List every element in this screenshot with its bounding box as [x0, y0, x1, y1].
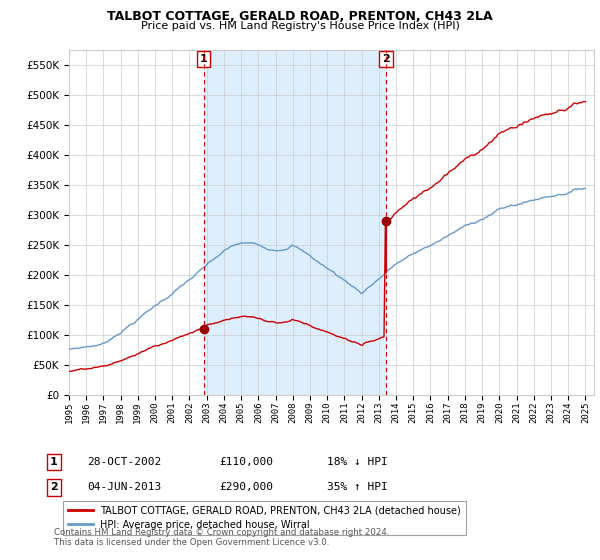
- Text: 18% ↓ HPI: 18% ↓ HPI: [327, 457, 388, 467]
- Text: 04-JUN-2013: 04-JUN-2013: [87, 482, 161, 492]
- Text: Price paid vs. HM Land Registry's House Price Index (HPI): Price paid vs. HM Land Registry's House …: [140, 21, 460, 31]
- Text: 1: 1: [50, 457, 58, 467]
- Text: £110,000: £110,000: [219, 457, 273, 467]
- Text: 35% ↑ HPI: 35% ↑ HPI: [327, 482, 388, 492]
- Text: TALBOT COTTAGE, GERALD ROAD, PRENTON, CH43 2LA: TALBOT COTTAGE, GERALD ROAD, PRENTON, CH…: [107, 10, 493, 23]
- Text: 28-OCT-2002: 28-OCT-2002: [87, 457, 161, 467]
- Text: 2: 2: [50, 482, 58, 492]
- Text: Contains HM Land Registry data © Crown copyright and database right 2024.
This d: Contains HM Land Registry data © Crown c…: [54, 528, 389, 547]
- Bar: [204, 50, 386, 395]
- Text: £290,000: £290,000: [219, 482, 273, 492]
- Text: 2: 2: [382, 54, 390, 64]
- Text: 1: 1: [200, 54, 208, 64]
- Legend: TALBOT COTTAGE, GERALD ROAD, PRENTON, CH43 2LA (detached house), HPI: Average pr: TALBOT COTTAGE, GERALD ROAD, PRENTON, CH…: [64, 501, 466, 535]
